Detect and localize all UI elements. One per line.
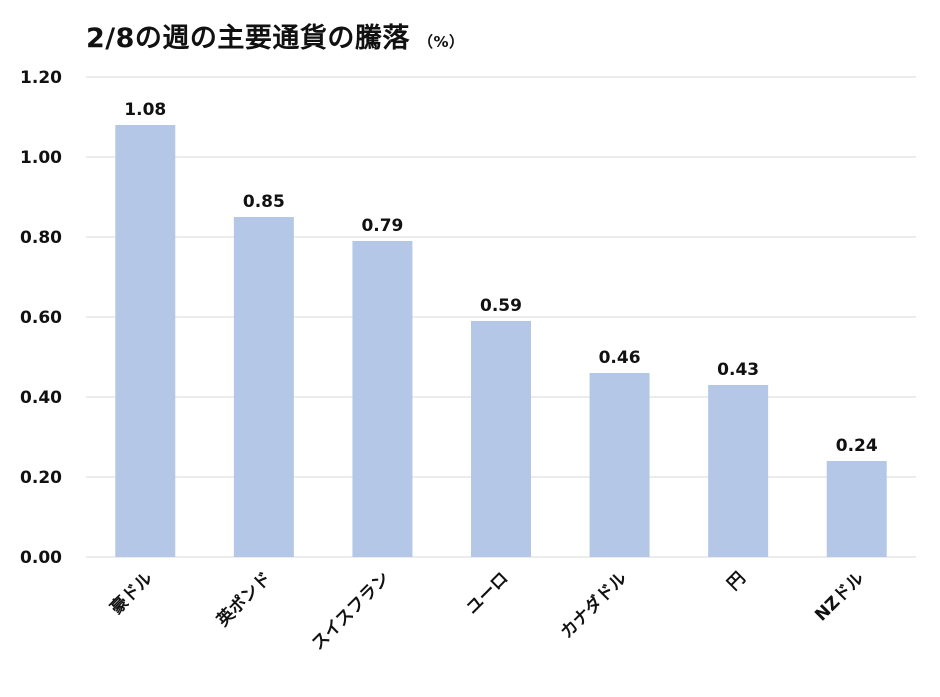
y-tick-label: 1.20: [20, 68, 62, 88]
x-tick-label: NZドル: [811, 568, 868, 625]
data-label: 1.08: [124, 100, 166, 120]
bar: [471, 321, 531, 557]
y-axis-ticks: 0.00 0.20 0.40 0.60 0.80 1.00 1.20: [20, 68, 62, 568]
x-tick-label: 豪ドル: [106, 568, 157, 619]
bar: [352, 241, 413, 557]
bars: [115, 125, 887, 557]
y-tick-label: 0.40: [20, 388, 62, 408]
chart-title-text: 2/8の週の主要通貨の騰落: [86, 23, 410, 54]
bar: [708, 385, 769, 557]
y-tick-label: 0.20: [20, 468, 62, 488]
x-tick-label: カナダドル: [556, 568, 631, 643]
data-label: 0.43: [717, 360, 759, 380]
x-tick-label: 英ポンド: [212, 568, 275, 631]
x-axis-ticks: 豪ドル 英ポンド スイスフラン ユーロ カナダドル 円 NZドル: [106, 568, 868, 655]
x-tick-label: スイスフラン: [308, 568, 394, 654]
x-tick-label: 円: [724, 568, 750, 594]
chart-unit: （%）: [417, 33, 465, 51]
data-label: 0.79: [361, 216, 403, 236]
y-tick-label: 0.60: [20, 308, 62, 328]
x-tick-label: ユーロ: [462, 568, 512, 618]
data-label: 0.24: [836, 436, 878, 456]
bar: [589, 373, 650, 557]
y-tick-label: 0.80: [20, 228, 62, 248]
chart-title: 2/8の週の主要通貨の騰落 （%）: [86, 16, 464, 55]
bar: [826, 461, 887, 557]
bar: [233, 217, 294, 557]
data-label: 0.46: [599, 348, 641, 368]
bar: [115, 125, 176, 557]
y-tick-label: 0.00: [20, 548, 62, 568]
data-label: 0.59: [480, 296, 522, 316]
data-label: 0.85: [243, 192, 285, 212]
y-tick-label: 1.00: [20, 148, 62, 168]
data-labels: 1.08 0.85 0.79 0.59 0.46 0.43 0.24: [124, 100, 878, 456]
